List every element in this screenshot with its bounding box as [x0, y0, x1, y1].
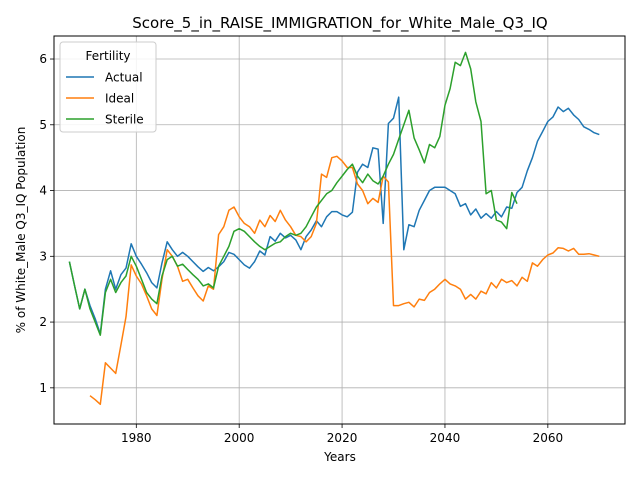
series-line-ideal [89, 155, 600, 406]
legend-label-actual: Actual [105, 71, 143, 85]
legend: Fertility Actual Ideal Sterile [59, 41, 157, 133]
series-line-actual [68, 96, 600, 335]
plot-frame [53, 35, 626, 425]
y-tick-label: 4 [39, 184, 47, 198]
series-lines [68, 51, 600, 406]
series-line-sterile [68, 51, 518, 336]
legend-box [59, 41, 157, 133]
x-tick-label: 2060 [533, 431, 564, 445]
x-axis-label: Years [323, 450, 356, 464]
y-tick-label: 3 [39, 249, 47, 263]
chart-title: Score_5_in_RAISE_IMMIGRATION_for_White_M… [132, 14, 547, 33]
x-tick-label: 2020 [327, 431, 358, 445]
legend-label-ideal: Ideal [105, 92, 134, 106]
y-axis-ticks: 1 2 3 4 5 6 [39, 52, 54, 395]
y-tick-label: 5 [39, 118, 47, 132]
x-axis-ticks: 1980 2000 2020 2040 2060 [121, 424, 563, 445]
x-tick-label: 1980 [121, 431, 152, 445]
legend-title: Fertility [85, 49, 130, 63]
x-tick-label: 2040 [430, 431, 461, 445]
y-tick-label: 1 [39, 381, 47, 395]
legend-label-sterile: Sterile [105, 113, 144, 127]
x-tick-label: 2000 [224, 431, 255, 445]
y-tick-label: 6 [39, 52, 47, 66]
y-axis-label: % of White_Male Q3_IQ Population [14, 127, 28, 334]
y-tick-label: 2 [39, 315, 47, 329]
